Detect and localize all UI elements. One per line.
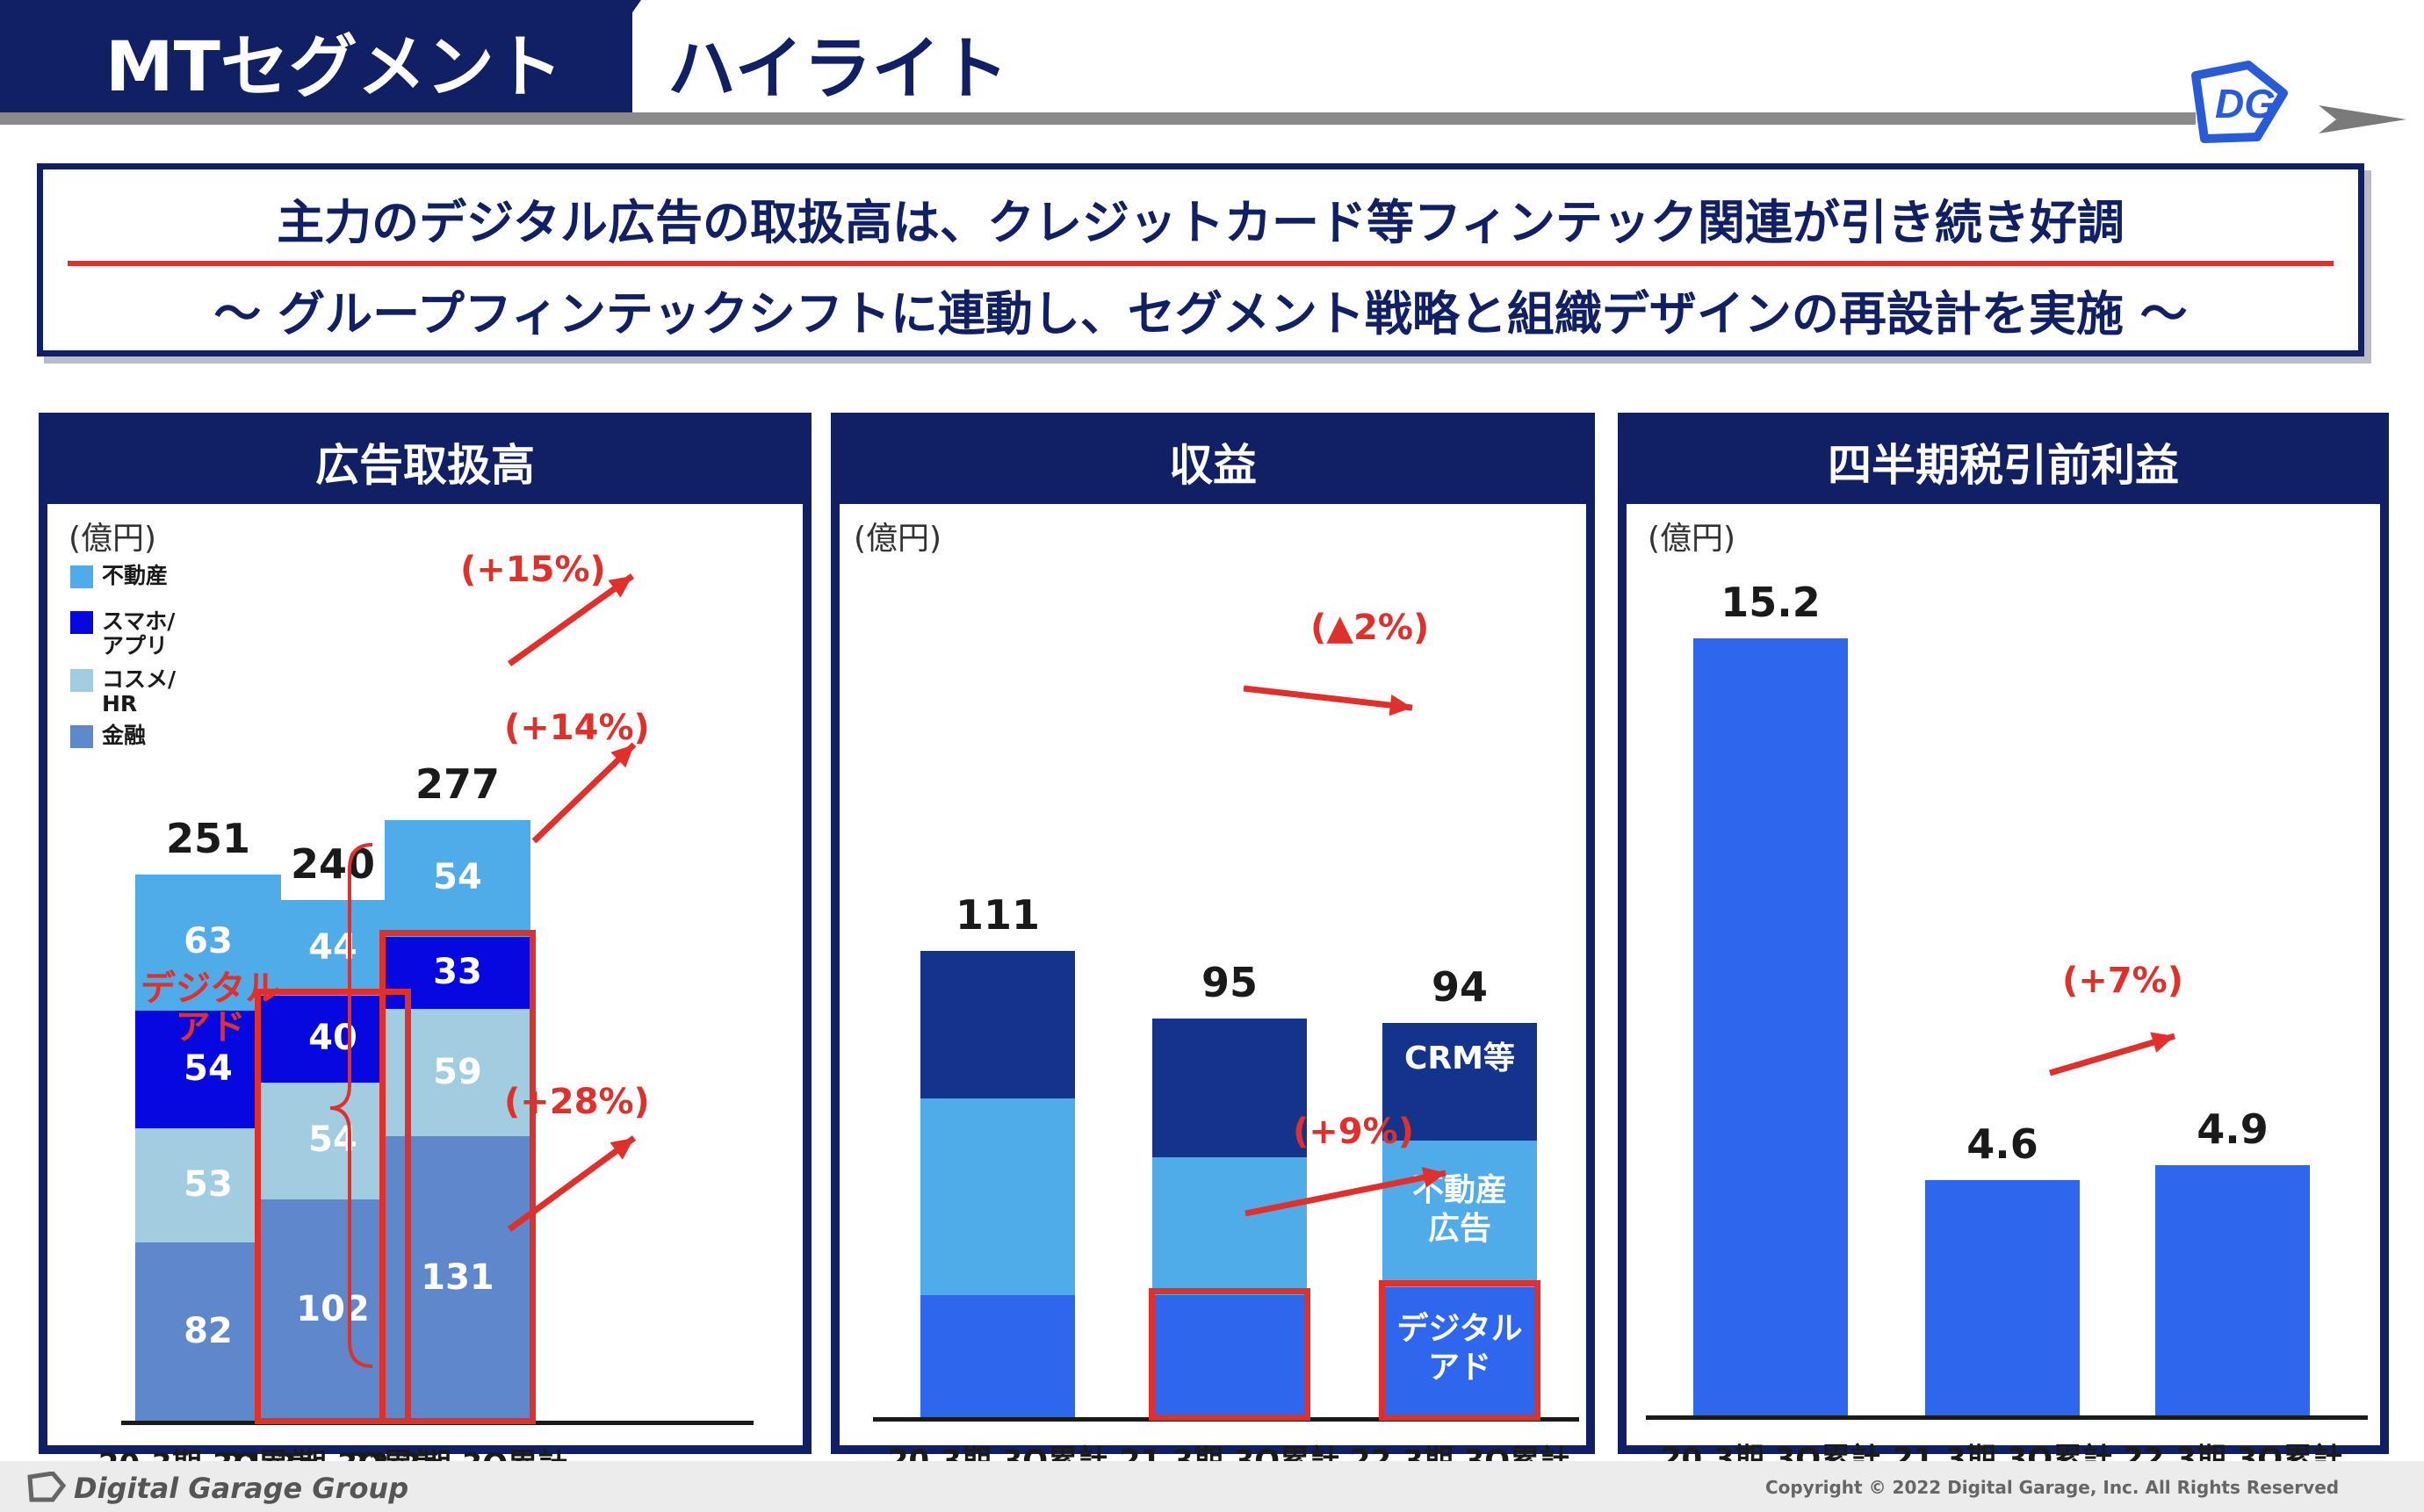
panel-ad-volume: 広告取扱高 (億円) 不動産スマホ/ アプリ コスメ/ HR 金融 82 53 54 63… xyxy=(39,413,812,1482)
legend-swatch xyxy=(70,669,93,692)
chart-revenue: (億円) 11120.3期 3Q累計9521.3期 3Q累計デジタル アド不動産… xyxy=(840,504,1586,1479)
legend-label: 金融 xyxy=(102,723,147,748)
data-label: 53 xyxy=(184,1164,233,1205)
segment-label: CRM等 xyxy=(1404,1040,1515,1076)
legend-swatch xyxy=(70,725,93,748)
unit-label: (億円) xyxy=(1648,521,1736,557)
banner-headline: 主力のデジタル広告の取扱高は、クレジットカード等フィンテック関連が引き続き好調 xyxy=(277,195,2125,250)
panel-title: 収益 xyxy=(1169,440,1257,491)
bar xyxy=(2155,1164,2310,1415)
page-title: MTセグメント xyxy=(105,28,563,107)
legend-label: スマホ/ アプリ xyxy=(102,608,176,659)
panel-title: 四半期税引前利益 xyxy=(1828,440,2179,491)
panel-pretax-profit: 四半期税引前利益 (億円) 15.2 20.3期 3Q累計 4.6 21.3期 3Q累… xyxy=(1618,413,2389,1477)
dg-logo-icon: DG xyxy=(2178,58,2301,146)
annotation-growth: (+7%) xyxy=(2062,961,2183,1001)
annotation-growth: (+9%) xyxy=(1293,1112,1414,1152)
bar-segment: 63 xyxy=(135,874,281,1012)
data-label: 54 xyxy=(184,1048,233,1089)
highlight-banner: 主力のデジタル広告の取扱高は、クレジットカード等フィンテック関連が引き続き好調 … xyxy=(37,163,2364,356)
legend-swatch xyxy=(70,565,93,588)
footer-logo-icon xyxy=(26,1471,67,1507)
panel-title: 広告取扱高 xyxy=(315,440,535,491)
banner-divider xyxy=(68,261,2334,266)
page-subtitle: ハイライト xyxy=(667,30,1009,109)
banner-subline: ～ グループフィンテックシフトに連動し、セグメント戦略と組織デザインの再設計を実… xyxy=(213,286,2188,342)
total-label: 251 xyxy=(165,814,251,862)
value-label: 4.9 xyxy=(2197,1105,2269,1153)
footer xyxy=(0,1461,2424,1512)
header-bar xyxy=(0,0,632,112)
highlight-box xyxy=(1379,1279,1540,1421)
value-label: 15.2 xyxy=(1721,579,1821,627)
bar-segment: 不動産 広告 xyxy=(1382,1140,1537,1287)
bar-segment xyxy=(1152,1156,1307,1296)
segment-label: 不動産 広告 xyxy=(1411,1172,1507,1248)
bar-segment xyxy=(920,951,1075,1098)
value-label: 4.6 xyxy=(1966,1120,2038,1169)
bar-segment xyxy=(920,1098,1075,1296)
bar-segment xyxy=(1152,1018,1307,1157)
data-label: 131 xyxy=(421,1257,494,1299)
bar-segment: CRM等 xyxy=(1382,1022,1537,1141)
group-label: デジタル アド xyxy=(141,968,281,1048)
svg-text:DG: DG xyxy=(2215,81,2276,126)
header-decor xyxy=(0,0,2406,133)
total-label: 111 xyxy=(955,891,1041,940)
bar xyxy=(1925,1180,2080,1415)
unit-label: (億円) xyxy=(854,521,942,557)
annotation-growth: (▲2%) xyxy=(1310,608,1430,648)
legend-label: コスメ/ HR xyxy=(102,666,177,716)
data-label: 63 xyxy=(184,921,233,962)
chart-pretax-profit: (億円) 15.2 20.3期 3Q累計 4.6 21.3期 3Q累計 4.9 22.3期… xyxy=(1627,504,2380,1477)
data-label: 54 xyxy=(433,857,482,898)
data-label: 33 xyxy=(433,951,482,992)
annotation-growth: (+15%) xyxy=(460,550,606,590)
annotation-growth: (+28%) xyxy=(504,1082,650,1122)
bar-segment xyxy=(920,1295,1075,1417)
footer-copyright: Copyright © 2022 Digital Garage, Inc. Al… xyxy=(1765,1477,2340,1498)
highlight-box xyxy=(379,930,536,1424)
x-axis xyxy=(1646,1415,2368,1420)
bar-segment: デジタル アド xyxy=(1382,1286,1537,1417)
data-label: 82 xyxy=(184,1310,233,1351)
total-label: 94 xyxy=(1431,962,1488,1011)
segment-label: デジタル アド xyxy=(1396,1310,1523,1386)
bar-segment: 54 xyxy=(385,819,530,938)
footer-company: Digital Garage Group xyxy=(74,1472,409,1505)
annotation-growth: (+14%) xyxy=(504,708,650,748)
panel-revenue: 収益 (億円) 11120.3期 3Q累計9521.3期 3Q累計デジタル アド… xyxy=(831,413,1595,1479)
bar xyxy=(1693,638,1848,1415)
total-label: 95 xyxy=(1201,958,1258,1006)
unit-label: (億円) xyxy=(69,521,157,557)
bar-segment xyxy=(1152,1295,1307,1417)
total-label: 277 xyxy=(415,760,501,808)
legend-label: 不動産 xyxy=(102,563,169,588)
legend-swatch xyxy=(70,611,93,634)
data-label: 59 xyxy=(433,1051,482,1092)
highlight-box xyxy=(1149,1288,1310,1421)
